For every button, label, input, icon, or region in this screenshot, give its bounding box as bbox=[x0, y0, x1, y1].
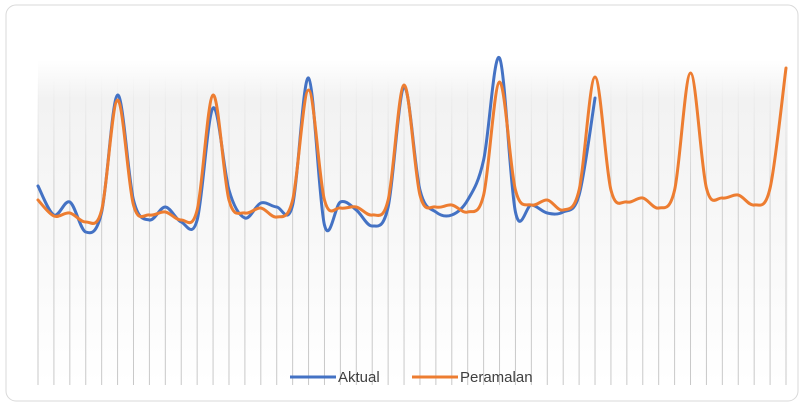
category-grid-line bbox=[260, 75, 262, 385]
category-grid-line bbox=[276, 75, 278, 385]
legend-label: Aktual bbox=[338, 369, 380, 386]
category-grid-line bbox=[212, 75, 214, 385]
category-grid-line bbox=[499, 75, 501, 385]
series-line bbox=[36, 66, 788, 225]
category-grid-line bbox=[308, 75, 310, 385]
category-grid-line bbox=[578, 75, 580, 385]
category-grid-line bbox=[117, 75, 119, 385]
category-grid-line bbox=[753, 75, 755, 385]
plot-area bbox=[38, 60, 788, 385]
category-grid-line bbox=[323, 75, 325, 385]
category-grid-line bbox=[53, 75, 55, 385]
category-grid-line bbox=[435, 75, 437, 385]
category-grid-line bbox=[339, 75, 341, 385]
category-grid-line bbox=[355, 75, 357, 385]
category-grid-line bbox=[244, 75, 246, 385]
category-grid-line bbox=[228, 75, 230, 385]
category-grid-line bbox=[674, 75, 676, 385]
category-grid-line bbox=[483, 75, 485, 385]
category-grid-line bbox=[467, 75, 469, 385]
category-grid-line bbox=[705, 75, 707, 385]
category-grid-line bbox=[387, 75, 389, 385]
category-grid-line bbox=[403, 75, 405, 385]
category-grid-line bbox=[658, 75, 660, 385]
category-grid-line bbox=[132, 75, 134, 385]
category-grid-line bbox=[419, 75, 421, 385]
category-grid-line bbox=[690, 75, 692, 385]
category-grid-line bbox=[37, 75, 39, 385]
category-grid-line bbox=[164, 75, 166, 385]
category-grid-line bbox=[451, 75, 453, 385]
category-grid-line bbox=[769, 75, 771, 385]
category-grid-line bbox=[562, 75, 564, 385]
category-grid-line bbox=[292, 75, 294, 385]
category-grid-line bbox=[371, 75, 373, 385]
category-grid-line bbox=[785, 75, 787, 385]
category-grid-line bbox=[196, 75, 198, 385]
category-grid-line bbox=[642, 75, 644, 385]
category-grid-line bbox=[180, 75, 182, 385]
category-grid-line bbox=[626, 75, 628, 385]
category-grid-line bbox=[101, 75, 103, 385]
category-grid-line bbox=[546, 75, 548, 385]
category-grid-line bbox=[530, 75, 532, 385]
category-grid-line bbox=[737, 75, 739, 385]
category-grid-line bbox=[594, 75, 596, 385]
legend-label: Peramalan bbox=[460, 369, 533, 386]
category-grid-line bbox=[85, 75, 87, 385]
category-grid-line bbox=[610, 75, 612, 385]
category-grid-line bbox=[69, 75, 71, 385]
category-grid-line bbox=[514, 75, 516, 385]
category-grid-line bbox=[721, 75, 723, 385]
category-grid-line bbox=[148, 75, 150, 385]
